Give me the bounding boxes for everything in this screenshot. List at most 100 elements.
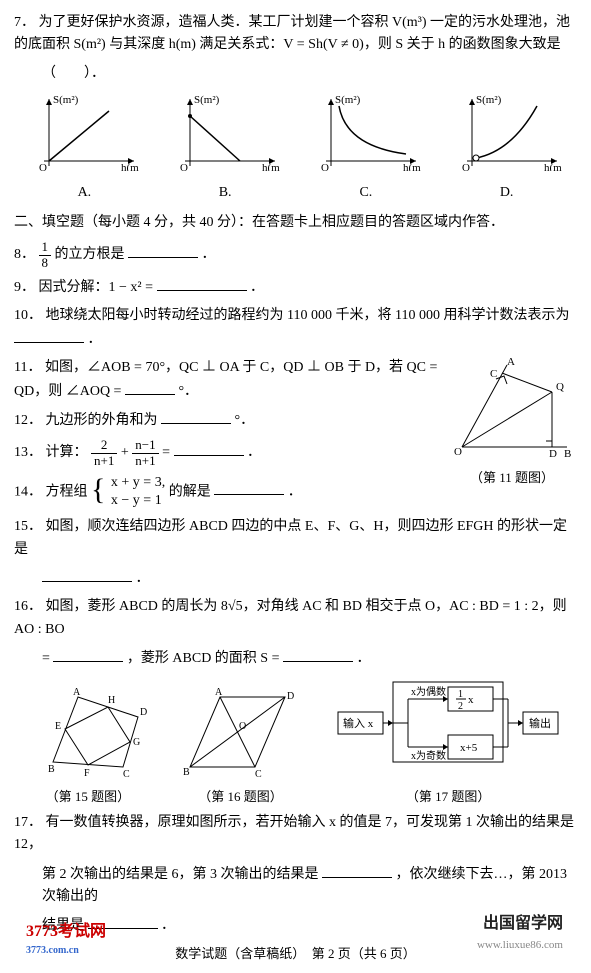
fig11-O: O — [454, 446, 462, 457]
q15-blankline: ． — [42, 567, 577, 590]
fig11: A C Q O D B （第 11 题图） — [447, 357, 577, 488]
fig11-D: D — [549, 448, 557, 457]
q8-num: 8． — [14, 247, 35, 262]
q8-text: 的立方根是 — [55, 247, 125, 262]
q13-blank — [174, 441, 244, 456]
q17: 17． 有一数值转换器，原理如图所示，若开始输入 x 的值是 7，可发现第 1 … — [14, 812, 577, 857]
q16-text1: 如图，菱形 ABCD 的周长为 8√5，对角线 AC 和 BD 相交于点 O，A… — [14, 599, 567, 636]
fig11-A: A — [507, 357, 515, 368]
q7-text1: 为了更好保护水资源，造福人类．某工厂计划建一个容积 V(m³) 一定的污水处理池… — [14, 15, 570, 52]
q15-period: ． — [136, 571, 150, 586]
fig16: A D B C O （第 16 题图） — [175, 687, 305, 808]
fig17: 输入 x x为偶数 x为奇数 1 2 x x+5 — [333, 677, 563, 808]
q10-blank — [14, 328, 84, 343]
fig17-even: x为偶数 — [411, 685, 446, 698]
q9-blank — [157, 276, 247, 291]
fig15-D: D — [140, 707, 147, 718]
option-b-label: B. — [170, 182, 280, 204]
fig16-A: A — [215, 687, 223, 698]
q13-frac2: n−1 n+1 — [132, 438, 158, 468]
fig16-cap: （第 16 题图） — [175, 787, 305, 808]
q8-frac-den: 8 — [39, 256, 52, 270]
q7-num: 7． — [14, 15, 35, 30]
fig17-out: 输出 — [529, 716, 551, 730]
option-a-label: A. — [29, 182, 139, 204]
q11-deg: °． — [178, 384, 198, 399]
fig11-C: C — [490, 368, 497, 380]
q14-period: ． — [288, 484, 302, 499]
option-c-graph: S(m²) h(m) O — [311, 91, 421, 171]
q13-f1n: 2 — [91, 438, 117, 453]
option-d-label: D. — [452, 182, 562, 204]
q10-num: 10． — [14, 308, 42, 323]
option-d: S(m²) h(m) O D. — [452, 91, 562, 204]
option-a: S(m²) h(m) O A. — [29, 91, 139, 204]
fig11-B: B — [564, 448, 571, 457]
fig16-C: C — [255, 769, 262, 777]
fig15: B C D A E F G H （第 15 题图） — [28, 687, 148, 808]
q11-blank — [125, 380, 175, 395]
q13: 13． 计算： 2 n+1 + n−1 n+1 = ． — [14, 438, 447, 468]
section2-title: 二、填空题（每小题 4 分，共 40 分）：在答题卡上相应题目的答题区域内作答． — [14, 212, 577, 234]
fig15-B: B — [48, 764, 55, 775]
q15-num: 15． — [14, 519, 42, 534]
q12-text: 九边形的外角和为 — [46, 413, 158, 428]
q14-text2: 的解是 — [169, 484, 211, 499]
q14-system: { x + y = 3, x − y = 1 — [91, 474, 165, 510]
q13-frac1: 2 n+1 — [91, 438, 117, 468]
axis-x-label: h(m) — [121, 162, 139, 171]
q15-blank — [42, 567, 132, 582]
q13-text1: 计算： — [46, 445, 88, 460]
q7-options: S(m²) h(m) O A. S(m²) h(m) O B. S(m²) — [14, 91, 577, 204]
option-d-graph: S(m²) h(m) O — [452, 91, 562, 171]
axis-x-label: h(m) — [403, 162, 421, 171]
axis-o: O — [39, 162, 47, 171]
option-c: S(m²) h(m) O C. — [311, 91, 421, 204]
wm-right-sub: www.liuxue86.com — [477, 937, 563, 955]
axis-x-label: h(m) — [262, 162, 280, 171]
q11-14-row: 11． 如图，∠AOB = 70°，QC ⊥ OA 于 C，QD ⊥ OB 于 … — [14, 357, 577, 516]
q12-num: 12． — [14, 413, 42, 428]
q9: 9． 因式分解：1 − x² = ． — [14, 276, 577, 299]
q9-text: 因式分解：1 − x² = — [39, 280, 157, 295]
q7: 7． 为了更好保护水资源，造福人类．某工厂计划建一个容积 V(m³) 一定的污水… — [14, 12, 577, 57]
option-b-graph: S(m²) h(m) O — [170, 91, 280, 171]
axis-x-label: h(m) — [544, 162, 562, 171]
q17-blank1 — [322, 863, 392, 878]
watermark-left: 3773考试网 3773.com.cn — [26, 919, 106, 959]
option-a-graph: S(m²) h(m) O — [29, 91, 139, 171]
fig17-cap: （第 17 题图） — [333, 787, 563, 808]
fig15-G: G — [133, 737, 140, 748]
axis-y-label: S(m²) — [194, 94, 220, 106]
fig17-svg: 输入 x x为偶数 x为奇数 1 2 x x+5 — [333, 677, 563, 777]
q16-text2: ，菱形 ABCD 的面积 S = — [127, 651, 283, 666]
wm-left-sub: 3773.com.cn — [26, 943, 106, 959]
q7-paren: （ ）． — [42, 63, 577, 85]
q14-text1: 方程组 — [46, 484, 88, 499]
q14: 14． 方程组 { x + y = 3, x − y = 1 的解是 ． — [14, 474, 447, 510]
fig17-half-den: 2 — [458, 701, 463, 712]
q10-text: 地球绕太阳每小时转动经过的路程约为 110 000 千米，将 110 000 用… — [46, 308, 570, 323]
fig17-half-x: x — [468, 694, 474, 706]
q14-r1: x + y = 3, — [111, 475, 165, 490]
q11-num: 11． — [14, 360, 41, 375]
wm-right-text: 出国留学网 — [483, 915, 563, 932]
q16: 16． 如图，菱形 ABCD 的周长为 8√5，对角线 AC 和 BD 相交于点… — [14, 596, 577, 641]
axis-o: O — [462, 162, 470, 171]
q13-f2n: n−1 — [132, 438, 158, 453]
axis-o: O — [180, 162, 188, 171]
q16-eq: = — [42, 651, 53, 666]
q15-text: 如图，顺次连结四边形 ABCD 四边的中点 E、F、G、H，则四边形 EFGH … — [14, 519, 567, 556]
q8-period: ． — [202, 247, 216, 262]
figs-15-16-17: B C D A E F G H （第 15 题图） A D B C O （第 1… — [14, 677, 577, 808]
fig17-plus5: x+5 — [460, 742, 478, 754]
q12-blank — [161, 409, 231, 424]
brace-icon: { — [91, 475, 105, 505]
q12-deg: °． — [235, 413, 255, 428]
q13-num: 13． — [14, 445, 42, 460]
q17-period: ． — [161, 918, 175, 933]
q10: 10． 地球绕太阳每小时转动经过的路程约为 110 000 千米，将 110 0… — [14, 305, 577, 351]
q11-text: 如图，∠AOB = 70°，QC ⊥ OA 于 C，QD ⊥ OB 于 D，若 … — [14, 360, 437, 398]
q17-text2: 第 2 次输出的结果是 6，第 3 次输出的结果是 — [42, 867, 319, 882]
q9-period: ． — [250, 280, 264, 295]
